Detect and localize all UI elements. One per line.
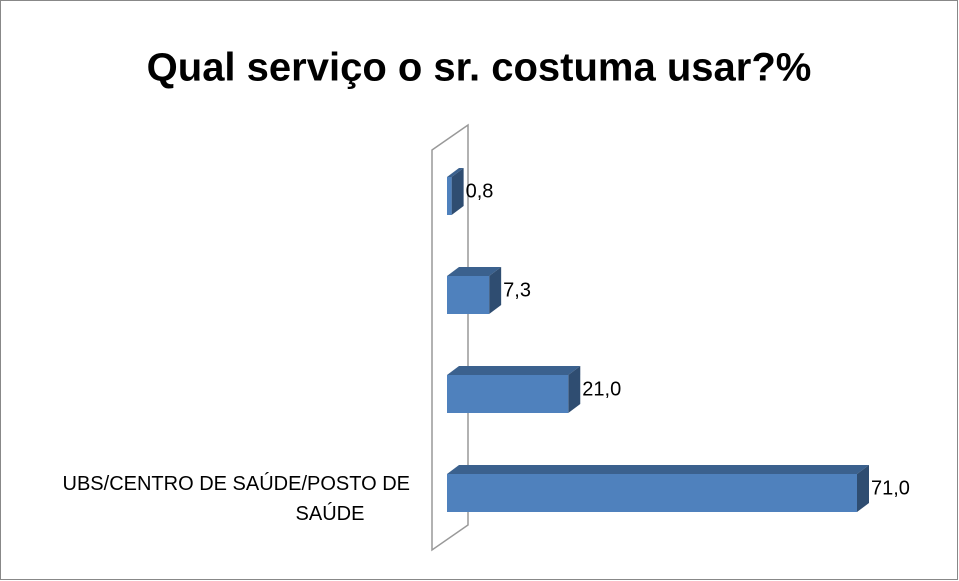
data-label: 0,8 xyxy=(466,180,494,202)
bar-side xyxy=(568,366,581,413)
bar-top xyxy=(447,168,464,177)
bar xyxy=(447,276,490,314)
bar xyxy=(447,177,452,215)
bar xyxy=(447,474,857,512)
bar-side xyxy=(451,168,464,215)
bar xyxy=(447,375,569,413)
data-label: 71,0 xyxy=(871,477,910,499)
bar-top xyxy=(447,267,502,276)
data-label: 7,3 xyxy=(503,279,531,301)
back-wall xyxy=(431,123,469,552)
chart-title: Qual serviço o sr. costuma usar?% xyxy=(147,46,812,90)
bar-side xyxy=(857,465,869,512)
y-tick-label: UBS/CENTRO DE SAÚDE/POSTO DE SAÚDE xyxy=(63,472,410,525)
bar-top xyxy=(447,465,869,474)
bar-side xyxy=(489,267,502,314)
data-label: 21,0 xyxy=(582,378,621,400)
bar-top xyxy=(447,366,581,375)
